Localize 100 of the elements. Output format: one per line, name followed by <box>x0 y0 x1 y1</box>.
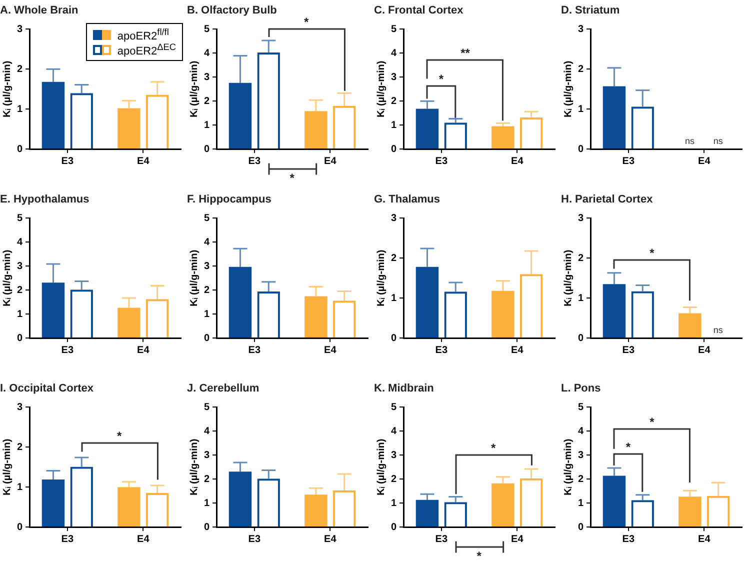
y-tick-label: 1 <box>204 120 210 131</box>
y-tick-label: 4 <box>204 426 210 437</box>
y-axis-title: Kᵢ (µl/g-min) <box>562 60 574 118</box>
y-tick-label: 3 <box>578 24 584 35</box>
x-tick-label: E4 <box>324 344 337 356</box>
x-tick-label: E3 <box>248 344 261 356</box>
y-tick-label: 3 <box>391 450 397 461</box>
x-tick-label: E3 <box>622 344 635 356</box>
y-tick-label: 3 <box>17 402 23 413</box>
annotation: * <box>650 246 654 260</box>
y-tick-label: 5 <box>391 402 397 413</box>
y-tick-label: 2 <box>391 474 397 485</box>
y-tick-label: 1 <box>578 292 584 304</box>
y-tick-label: 3 <box>204 260 210 272</box>
y-axis-title: Kᵢ (µl/g-min) <box>188 250 200 306</box>
y-tick-label: 1 <box>578 498 584 509</box>
y-tick-label: 2 <box>204 474 210 485</box>
x-tick-label: E3 <box>248 156 261 167</box>
y-tick-label: 2 <box>204 96 210 107</box>
annotation: ** <box>460 46 470 60</box>
y-tick-label: 5 <box>204 402 210 413</box>
annotation: * <box>650 414 654 429</box>
annotation: * <box>304 15 309 30</box>
chart-title: A. Whole Brain <box>0 4 79 17</box>
y-tick-label: 0 <box>391 144 397 155</box>
y-tick-label: 3 <box>204 450 210 461</box>
y-tick-label: 0 <box>578 522 584 533</box>
y-tick-label: 4 <box>204 48 210 59</box>
chart-title: J. Cerebellum <box>187 382 260 395</box>
y-tick-label: 2 <box>391 96 397 107</box>
x-tick-label: E3 <box>61 344 74 356</box>
x-tick-label: E4 <box>511 344 524 356</box>
y-tick-label: 0 <box>204 522 210 533</box>
y-tick-label: 0 <box>391 522 397 533</box>
y-axis-title: Kᵢ (µl/g-min) <box>2 438 13 496</box>
y-tick-label: 2 <box>578 252 584 264</box>
x-tick-label: E4 <box>137 534 150 545</box>
x-tick-label: E3 <box>435 344 448 356</box>
y-tick-label: 2 <box>17 284 23 296</box>
y-tick-label: 1 <box>391 120 397 131</box>
legend-label: apoER2$^{ΔEC}$ <box>117 42 176 58</box>
y-tick-label: 4 <box>204 236 210 248</box>
y-tick-label: 1 <box>204 308 210 320</box>
y-tick-label: 5 <box>578 402 584 413</box>
chart-title: K. Midbrain <box>374 382 434 395</box>
y-tick-label: 0 <box>204 144 210 155</box>
annotation: ns <box>713 136 723 146</box>
y-tick-label: 0 <box>391 332 397 344</box>
y-tick-label: 5 <box>391 24 397 35</box>
y-tick-label: 0 <box>17 144 23 155</box>
y-tick-label: 3 <box>578 212 584 224</box>
y-tick-label: 1 <box>391 292 397 304</box>
y-tick-label: 3 <box>17 24 23 35</box>
y-tick-label: 2 <box>578 474 584 485</box>
y-tick-label: 0 <box>204 332 210 344</box>
y-axis-title: Kᵢ (µl/g-min) <box>188 60 200 118</box>
y-tick-label: 5 <box>17 212 23 224</box>
x-tick-label: E4 <box>137 344 150 356</box>
y-tick-label: 1 <box>17 308 23 320</box>
y-axis-title: Kᵢ (µl/g-min) <box>2 60 13 118</box>
chart-title: H. Parietal Cortex <box>561 194 654 206</box>
y-tick-label: 0 <box>17 522 23 533</box>
x-tick-label: E4 <box>137 156 150 167</box>
y-tick-label: 5 <box>204 24 210 35</box>
chart-title: C. Frontal Cortex <box>374 4 464 17</box>
x-tick-label: E4 <box>324 156 337 167</box>
x-tick-label: E4 <box>511 534 524 545</box>
y-axis-title: Kᵢ (µl/g-min) <box>188 438 200 496</box>
y-tick-label: 5 <box>204 212 210 224</box>
x-tick-label: E4 <box>698 344 711 356</box>
y-tick-label: 3 <box>391 212 397 224</box>
x-tick-label: E3 <box>61 534 74 545</box>
x-tick-label: E3 <box>435 534 448 545</box>
annotation: ns <box>713 325 723 335</box>
annotation: * <box>490 441 496 456</box>
y-tick-label: 3 <box>578 450 584 461</box>
x-tick-label: E3 <box>248 534 261 545</box>
text: * <box>476 549 482 563</box>
y-axis-title: Kᵢ (µl/g-min) <box>376 438 387 496</box>
y-tick-label: 4 <box>391 48 397 59</box>
x-tick-label: E4 <box>324 534 337 545</box>
y-tick-label: 2 <box>391 252 397 264</box>
y-tick-label: 0 <box>17 332 23 344</box>
y-tick-label: 1 <box>17 104 23 115</box>
x-tick-label: E4 <box>698 534 711 545</box>
annotation: * <box>626 440 631 454</box>
y-tick-label: 1 <box>204 498 210 509</box>
y-tick-label: 2 <box>578 64 584 75</box>
annotation: * <box>438 72 444 86</box>
bar <box>678 313 702 338</box>
x-tick-label: E4 <box>511 156 524 167</box>
chart-title: G. Thalamus <box>374 194 440 206</box>
x-tick-label: E3 <box>61 156 74 167</box>
y-tick-label: 3 <box>17 260 23 272</box>
x-tick-label: E3 <box>622 534 635 545</box>
y-tick-label: 1 <box>391 498 397 509</box>
y-tick-label: 3 <box>391 72 397 83</box>
y-axis-title: Kᵢ (µl/g-min) <box>376 60 387 118</box>
y-axis-title: Kᵢ (µl/g-min) <box>562 250 574 306</box>
y-tick-label: 4 <box>578 426 584 437</box>
